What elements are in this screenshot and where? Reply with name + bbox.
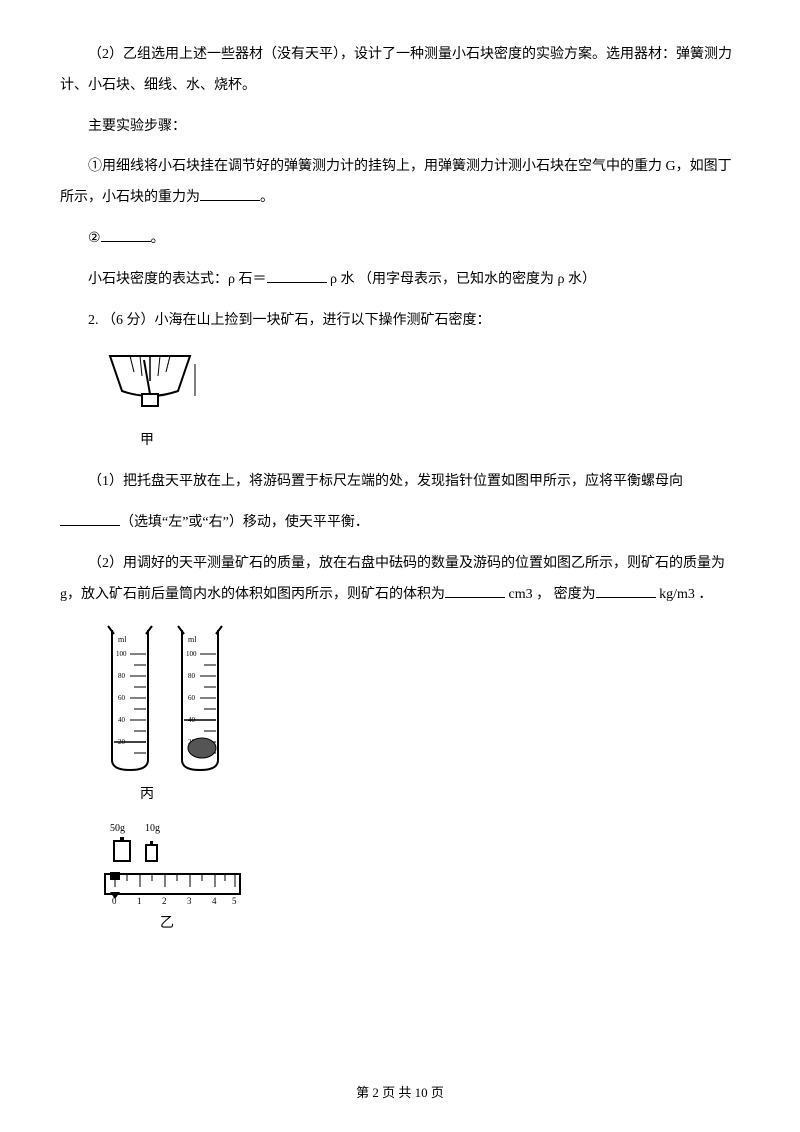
text: ②	[88, 231, 101, 246]
unit-ml: ml	[118, 635, 127, 644]
paragraph-q2-2: （2）用调好的天平测量矿石的质量，放在右盘中砝码的数量及游码的位置如图乙所示，则…	[60, 549, 740, 611]
svg-text:40: 40	[118, 716, 126, 724]
page-footer: 第 2 页 共 10 页	[0, 1079, 800, 1108]
blank-field[interactable]	[267, 269, 327, 283]
paragraph-q2: 2. （6 分）小海在山上捡到一块矿石，进行以下操作测矿石密度：	[60, 306, 740, 337]
text: 。	[151, 231, 165, 246]
text: kg/m3 ．	[656, 587, 713, 602]
paragraph-steps-title: 主要实验步骤：	[60, 112, 740, 143]
svg-text:50g: 50g	[110, 823, 125, 834]
svg-text:60: 60	[118, 694, 126, 702]
label-bing: 丙	[140, 780, 740, 811]
diagram-weights-ruler: 50g 10g 0 1 2 3 4	[100, 819, 740, 940]
paragraph-q2-1: （1）把托盘天平放在上，将游码置于标尺左端的处，发现指针位置如图甲所示，应将平衡…	[60, 467, 740, 498]
label-yi: 乙	[160, 909, 740, 940]
unit-ml: ml	[188, 635, 197, 644]
svg-text:1: 1	[137, 896, 142, 906]
svg-text:80: 80	[118, 672, 126, 680]
diagram-cylinders: ml 100 80 60 40 20 ml 100 8	[100, 620, 740, 780]
diagram-balance-pointer: 甲	[100, 346, 740, 457]
text: 。	[260, 190, 274, 205]
svg-text:100: 100	[186, 650, 197, 658]
blank-field[interactable]	[60, 512, 120, 526]
svg-text:3: 3	[187, 896, 192, 906]
text: cm3 ， 密度为	[505, 587, 596, 602]
blank-field[interactable]	[445, 584, 505, 598]
blank-field[interactable]	[101, 228, 151, 242]
balance-pointer-svg	[100, 346, 200, 426]
svg-text:60: 60	[188, 694, 196, 702]
svg-text:80: 80	[188, 672, 196, 680]
text: 小石块密度的表达式：ρ 石＝	[88, 272, 267, 287]
blank-field[interactable]	[200, 187, 260, 201]
content: （2）乙组选用上述一些器材（没有天平），设计了一种测量小石块密度的实验方案。选用…	[60, 40, 740, 940]
footer-total: 10	[415, 1085, 428, 1100]
paragraph-density-expr: 小石块密度的表达式：ρ 石＝ ρ 水 （用字母表示，已知水的密度为 ρ 水）	[60, 265, 740, 296]
footer-text: 页 共	[379, 1085, 415, 1100]
svg-text:10g: 10g	[145, 823, 160, 834]
blank-field[interactable]	[596, 584, 656, 598]
svg-text:2: 2	[162, 896, 167, 906]
paragraph-q2-1b: （选填“左”或“右”）移动，使天平平衡．	[60, 508, 740, 539]
paragraph-2: （2）乙组选用上述一些器材（没有天平），设计了一种测量小石块密度的实验方案。选用…	[60, 40, 740, 102]
paragraph-step1: ①用细线将小石块挂在调节好的弹簧测力计的挂钩上，用弹簧测力计测小石块在空气中的重…	[60, 152, 740, 214]
weights-ruler-svg: 50g 10g 0 1 2 3 4	[100, 819, 250, 909]
footer-text: 页	[428, 1085, 444, 1100]
text: ①用细线将小石块挂在调节好的弹簧测力计的挂钩上，用弹簧测力计测小石块在空气中的重…	[60, 159, 732, 205]
svg-text:5: 5	[232, 896, 237, 906]
cylinder-right: ml 100 80 60 40 20	[170, 620, 230, 780]
paragraph-step2: ②。	[60, 224, 740, 255]
svg-text:4: 4	[212, 896, 217, 906]
text: （选填“左”或“右”）移动，使天平平衡．	[120, 515, 369, 530]
svg-text:100: 100	[116, 650, 127, 658]
label-jia: 甲	[140, 426, 740, 457]
footer-text: 第	[356, 1085, 372, 1100]
text: ρ 水 （用字母表示，已知水的密度为 ρ 水）	[327, 272, 596, 287]
text: （1）把托盘天平放在上，将游码置于标尺左端的处，发现指针位置如图甲所示，应将平衡…	[88, 474, 683, 489]
cylinder-left: ml 100 80 60 40 20	[100, 620, 160, 780]
